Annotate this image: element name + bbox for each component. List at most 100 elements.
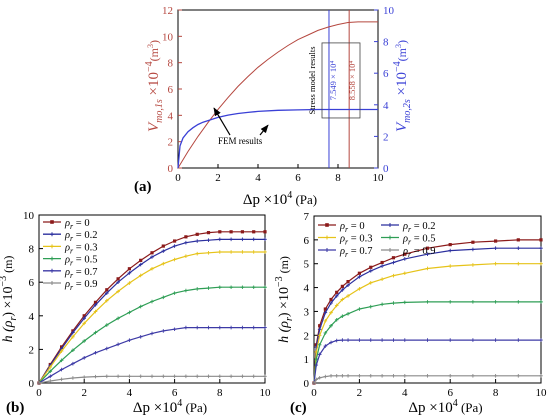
c-data-point [380,264,384,268]
b-data-point [195,239,199,243]
c-data-point [357,286,362,291]
b-legend-entry-main: ρ [64,218,70,229]
a-arrow-to-left-series [213,107,231,136]
b-data-point [105,291,109,295]
c-data-point [391,260,396,265]
b-data-point [251,237,256,242]
b-data-point [206,286,211,290]
c-legend-entry-sub: r [345,250,349,259]
c-data-point [314,357,319,361]
c-data-point [317,375,322,380]
c-data-point [368,338,373,342]
b-data-point [82,314,86,318]
c-data-point [329,310,333,315]
b-data-point [195,232,199,236]
c-data-point [539,246,543,251]
b-data-point [93,309,98,314]
c-data-point [368,304,373,309]
b-data-point [150,331,154,336]
b-data-point [263,325,267,330]
a-annotation-value-1: 7.549 × 10⁴ [328,61,338,101]
c-y-axis-label: h (ρr) ×10−3 (m) [274,256,295,343]
c-data-point [493,300,498,304]
b-data-point [150,255,154,259]
b-data-point [218,250,222,254]
b-data-point [138,335,143,339]
a-y-right-tick-label: 2 [383,131,389,143]
b-data-point [173,239,177,243]
a-y-tick-label: 0 [168,163,174,175]
b-y-tick-label: 10 [23,210,35,222]
c-data-point [314,363,319,367]
b-data-point [93,300,98,304]
b-data-point [116,280,120,284]
a-annotation-value-2: 8.558 × 10⁴ [347,61,357,101]
c-data-point [494,239,498,243]
c-legend-entry-sub: r [408,225,412,234]
b-x-tick-label: 4 [127,387,133,399]
a-series-line-left [177,21,378,169]
b-data-point [172,327,177,332]
b-data-point [195,325,199,330]
b-data-point [71,335,75,339]
b-data-point [105,346,109,351]
a-y-label-right-sub: mo,2s [402,99,413,123]
c-data-point [516,246,521,251]
b-data-point [195,251,199,256]
b-x-tick-label: 6 [172,387,178,399]
c-data-point [323,307,327,311]
b-data-point [127,374,132,379]
a-y-right-tick-label: 8 [383,37,389,49]
b-legend-entry-sub: r [70,246,74,255]
b-legend-entry-sub: r [70,259,74,268]
b-data-point [240,237,245,242]
c-data-point [471,300,475,304]
c-data-point [391,273,396,278]
c-data-point [346,294,350,298]
c-data-point [357,338,362,342]
b-x-axis-label-unit: (Pa) [182,400,207,415]
c-legend-entry-main: ρ [402,221,408,232]
c-data-point [448,300,452,304]
b-data-point [206,231,211,235]
c-data-point [317,343,322,347]
b-data-point [82,321,86,326]
c-data-point [357,271,361,275]
b-data-point [93,330,98,335]
c-data-point [391,301,396,305]
b-data-point [59,367,64,372]
b-data-point [172,244,177,248]
c-data-point [516,300,521,304]
b-x-tick-label: 8 [217,387,223,399]
b-x-axis-label-main: Δp ×10 [133,400,177,416]
b-data-point [161,244,165,248]
b-y-tick-label: 0 [29,378,35,390]
b-legend-entry-sub: r [70,222,74,231]
c-legend-entry-main: ρ [402,234,408,245]
b-legend-entry-val: = 0.9 [73,279,97,290]
c-legend-entry: ρr = 0.5 [402,234,435,247]
a-y-right-tick-label: 4 [383,100,389,112]
c-legend-entry: ρr = 0.7 [339,246,372,259]
b-data-point [195,374,199,379]
c-y-axis-label-mid: ) ×10 [277,287,292,317]
c-y-tick-label: 2 [304,330,310,342]
b-data-point [172,257,177,262]
c-data-point [425,300,430,304]
c-data-point [448,243,452,247]
b-data-point [251,374,256,379]
c-legend-marker [388,235,392,240]
a-y-label-left-sub: mo,1s [154,99,165,123]
b-data-point [48,379,53,383]
b-data-point [37,381,41,385]
c-data-point [425,246,430,250]
b-y-axis-label-sub: r [8,317,19,321]
c-x-axis-label-unit: (Pa) [458,400,483,415]
c-y-tick-label: 7 [304,211,310,223]
c-x-tick-label: 10 [536,387,548,399]
c-data-point [340,288,345,292]
b-y-axis-label-mid: ) ×10 [1,287,16,317]
b-data-point [82,375,86,379]
b-legend-marker [50,281,54,285]
